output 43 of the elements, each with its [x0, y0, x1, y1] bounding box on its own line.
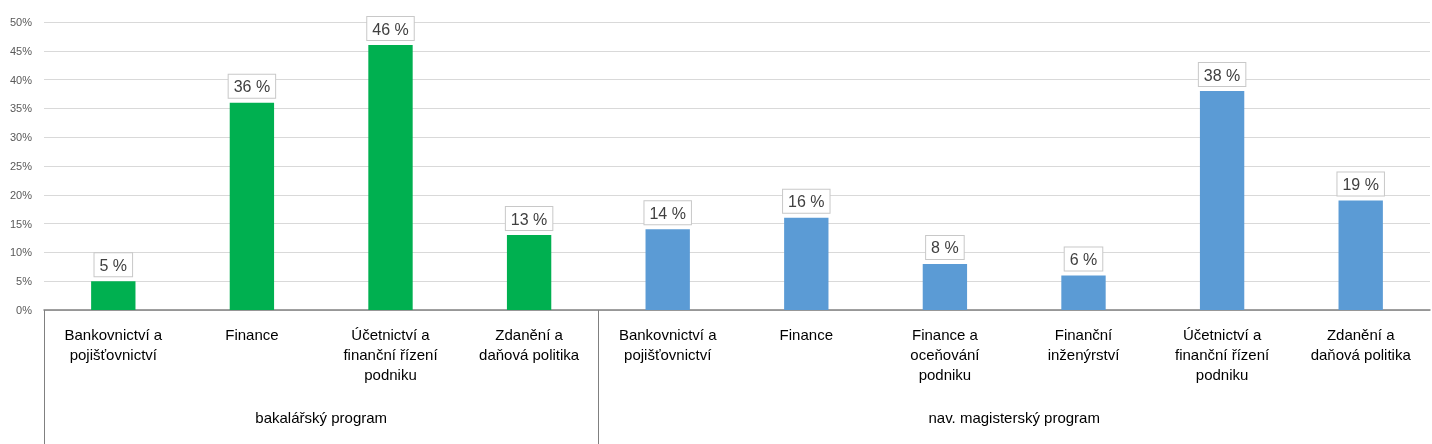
y-tick-label: 20% [9, 188, 33, 201]
data-label: 5 % [99, 256, 128, 274]
data-label: 6 % [1069, 250, 1098, 268]
data-label: 14 % [649, 204, 686, 222]
y-tick-label: 40% [9, 73, 33, 86]
bar [368, 45, 413, 310]
x-tick-label: Finance [225, 325, 279, 343]
x-tick-label: Finance [779, 325, 833, 343]
y-tick-label: 0% [16, 304, 33, 316]
x-tick-label: Zdanění a daňová politika [479, 325, 580, 363]
bar [784, 217, 829, 310]
y-tick-label: 50% [9, 16, 33, 28]
bar [1199, 91, 1245, 310]
y-tick-label: 35% [9, 102, 33, 115]
x-tick-label: Bankovnictví a pojišťovnictví [64, 325, 163, 363]
data-label: 36 % [233, 78, 271, 96]
bar [1338, 200, 1383, 310]
data-label: 19 % [1342, 176, 1379, 194]
bar [506, 235, 552, 310]
x-tick-label: Zdanění a daňová politika [1310, 325, 1412, 363]
x-tick-label: Účetnictví a finanční řízení podniku [1174, 325, 1271, 383]
x-tick-label: Finance a oceňování podniku [910, 325, 981, 383]
text: nav. magisterský program [928, 409, 1100, 426]
x-tick-label: Finanční inženýrství [1047, 325, 1121, 363]
bar [229, 102, 275, 310]
y-tick-label: 10% [9, 246, 33, 259]
bar [91, 281, 136, 310]
bar [645, 229, 690, 310]
data-label: 16 % [788, 193, 825, 211]
x-tick-label: Účetnictví a finanční řízení podniku [343, 325, 439, 383]
data-label: 13 % [510, 210, 548, 228]
y-tick-label: 15% [9, 217, 33, 230]
bar [922, 263, 968, 310]
y-tick-label: 5% [16, 275, 33, 288]
y-tick-label: 25% [9, 160, 33, 172]
y-tick-label: 30% [9, 131, 33, 144]
data-label: 8 % [931, 239, 959, 257]
data-label: 38 % [1203, 66, 1241, 84]
y-tick-label: 45% [9, 44, 33, 57]
data-label: 46 % [372, 20, 409, 38]
bar [1061, 275, 1106, 310]
x-tick-label: Bankovnictví a pojišťovnictví [618, 325, 718, 363]
text: bakalářský program [255, 409, 388, 426]
